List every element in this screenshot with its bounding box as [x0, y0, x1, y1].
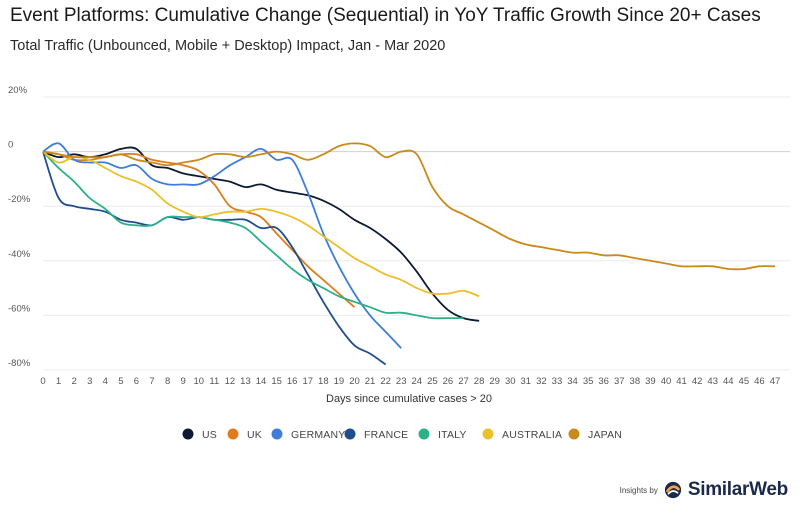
- x-tick-label: 21: [365, 376, 376, 387]
- legend-marker: [271, 428, 283, 440]
- x-tick-label: 34: [567, 376, 578, 387]
- x-tick-label: 6: [134, 376, 139, 387]
- legend-label: GERMANY: [291, 429, 346, 441]
- x-tick-label: 7: [149, 376, 154, 387]
- x-tick-label: 42: [692, 376, 703, 387]
- x-tick-label: 8: [165, 376, 170, 387]
- x-tick-label: 37: [614, 376, 625, 387]
- x-tick-label: 47: [770, 376, 781, 387]
- x-tick-label: 3: [87, 376, 92, 387]
- x-tick-label: 16: [287, 376, 298, 387]
- x-tick-label: 30: [505, 376, 516, 387]
- x-tick-label: 28: [474, 376, 485, 387]
- x-tick-label: 5: [118, 376, 123, 387]
- x-tick-label: 4: [103, 376, 108, 387]
- similarweb-logo-icon: [664, 481, 681, 499]
- x-tick-label: 44: [723, 376, 734, 387]
- y-tick-label: -60%: [8, 303, 31, 314]
- x-tick-label: 0: [40, 376, 45, 387]
- credit-prefix: Insights by: [619, 485, 658, 495]
- x-tick-label: 31: [521, 376, 532, 387]
- legend-marker: [418, 428, 430, 440]
- x-tick-label: 12: [225, 376, 236, 387]
- x-tick-label: 36: [598, 376, 609, 387]
- x-tick-label: 43: [707, 376, 718, 387]
- x-tick-label: 35: [583, 376, 594, 387]
- x-tick-label: 2: [72, 376, 77, 387]
- y-tick-label: -20%: [8, 194, 31, 205]
- series-line-australia: [42, 150, 480, 298]
- x-tick-label: 19: [334, 376, 345, 387]
- x-tick-label: 13: [240, 376, 251, 387]
- brand-name: SimilarWeb: [687, 479, 788, 500]
- x-tick-label: 33: [552, 376, 563, 387]
- series-line-japan: [42, 142, 776, 271]
- x-tick-label: 45: [739, 376, 750, 387]
- legend-marker: [227, 428, 239, 440]
- chart-title: Event Platforms: Cumulative Change (Sequ…: [10, 5, 761, 26]
- legend-label: US: [202, 429, 217, 441]
- x-tick-label: 1: [56, 376, 61, 387]
- x-tick-label: 24: [411, 376, 422, 387]
- y-tick-label: 0: [8, 140, 13, 151]
- x-tick-label: 40: [661, 376, 672, 387]
- x-tick-label: 25: [427, 376, 438, 387]
- x-tick-label: 10: [193, 376, 204, 387]
- series-line-italy: [42, 150, 464, 320]
- x-tick-label: 18: [318, 376, 329, 387]
- y-axis-ticks: 20% 0 -20% -40% -60% -80%: [8, 85, 31, 369]
- x-tick-label: 11: [209, 376, 219, 387]
- x-tick-label: 41: [676, 376, 687, 387]
- x-tick-label: 26: [443, 376, 454, 387]
- y-tick-label: -40%: [8, 249, 31, 260]
- legend-marker: [568, 428, 580, 440]
- y-tick-label: -80%: [8, 358, 31, 369]
- x-tick-label: 9: [181, 376, 186, 387]
- x-tick-label: 22: [380, 376, 391, 387]
- chart-subtitle: Total Traffic (Unbounced, Mobile + Deskt…: [10, 38, 446, 54]
- legend-marker: [482, 428, 494, 440]
- x-tick-label: 38: [630, 376, 641, 387]
- x-tick-label: 39: [645, 376, 656, 387]
- x-tick-label: 17: [302, 376, 313, 387]
- series-lines: [42, 142, 776, 366]
- legend-label: AUSTRALIA: [502, 429, 562, 441]
- x-tick-label: 23: [396, 376, 407, 387]
- legend-label: JAPAN: [588, 429, 622, 441]
- x-tick-label: 32: [536, 376, 547, 387]
- x-tick-label: 14: [256, 376, 267, 387]
- credit: Insights by SimilarWeb: [619, 479, 789, 501]
- series-line-germany: [42, 142, 402, 349]
- legend-marker: [344, 428, 356, 440]
- x-tick-label: 27: [458, 376, 469, 387]
- legend-marker: [182, 428, 194, 440]
- x-tick-label: 46: [754, 376, 765, 387]
- legend-label: FRANCE: [364, 429, 408, 441]
- x-axis-ticks: 0 1 2 3 4 5 6 7 8 9 10 11 12 13 14 15 16 17 18 19 20 21 22 23 24…: [40, 376, 780, 387]
- series-line-us: [42, 146, 480, 322]
- legend: US UK GERMANY FRANCE ITALY AUSTRALIA JAPAN: [182, 428, 622, 441]
- legend-label: ITALY: [438, 429, 467, 441]
- y-tick-label: 20%: [8, 85, 28, 96]
- legend-label: UK: [247, 429, 262, 441]
- grid-lines: [43, 96, 790, 371]
- x-tick-label: 29: [489, 376, 500, 387]
- x-tick-label: 20: [349, 376, 360, 387]
- x-tick-label: 15: [271, 376, 282, 387]
- x-axis-label: Days since cumulative cases > 20: [326, 393, 492, 405]
- series-line-uk: [42, 150, 356, 308]
